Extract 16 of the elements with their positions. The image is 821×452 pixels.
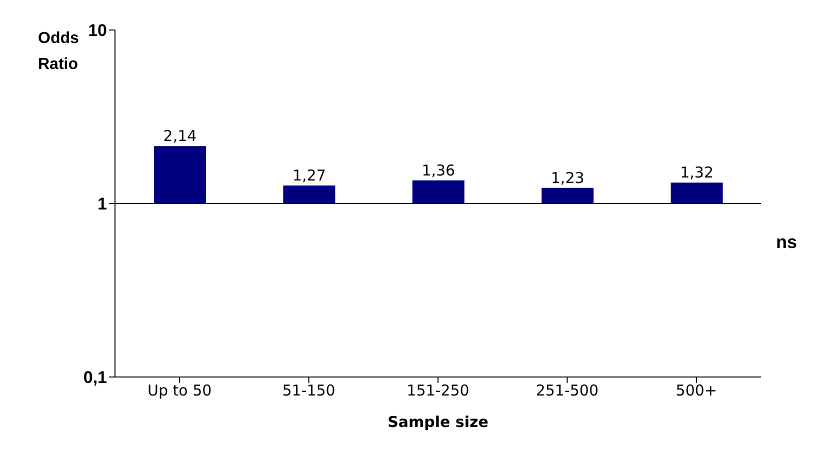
y-axis-title: Odds Ratio <box>38 29 79 75</box>
x-tick-label: 151-250 <box>406 382 470 400</box>
data-label: 1,32 <box>680 164 714 182</box>
data-label: 1,36 <box>422 161 456 180</box>
y-tick-label: 0,1 <box>83 368 107 388</box>
y-tick-label: 1 <box>98 194 107 214</box>
x-axis-title: Sample size <box>388 413 488 431</box>
x-tick-label: Up to 50 <box>148 382 212 400</box>
x-tick-label: 500+ <box>676 382 717 400</box>
x-tick-label: 251-500 <box>536 382 599 400</box>
text: ns <box>776 232 798 253</box>
y-tick-label: 10 <box>88 21 107 40</box>
data-label: 1,27 <box>292 166 326 184</box>
data-label: 1,23 <box>550 168 584 187</box>
x-tick-label: 51-150 <box>282 382 336 400</box>
data-label: 2,14 <box>163 127 197 146</box>
